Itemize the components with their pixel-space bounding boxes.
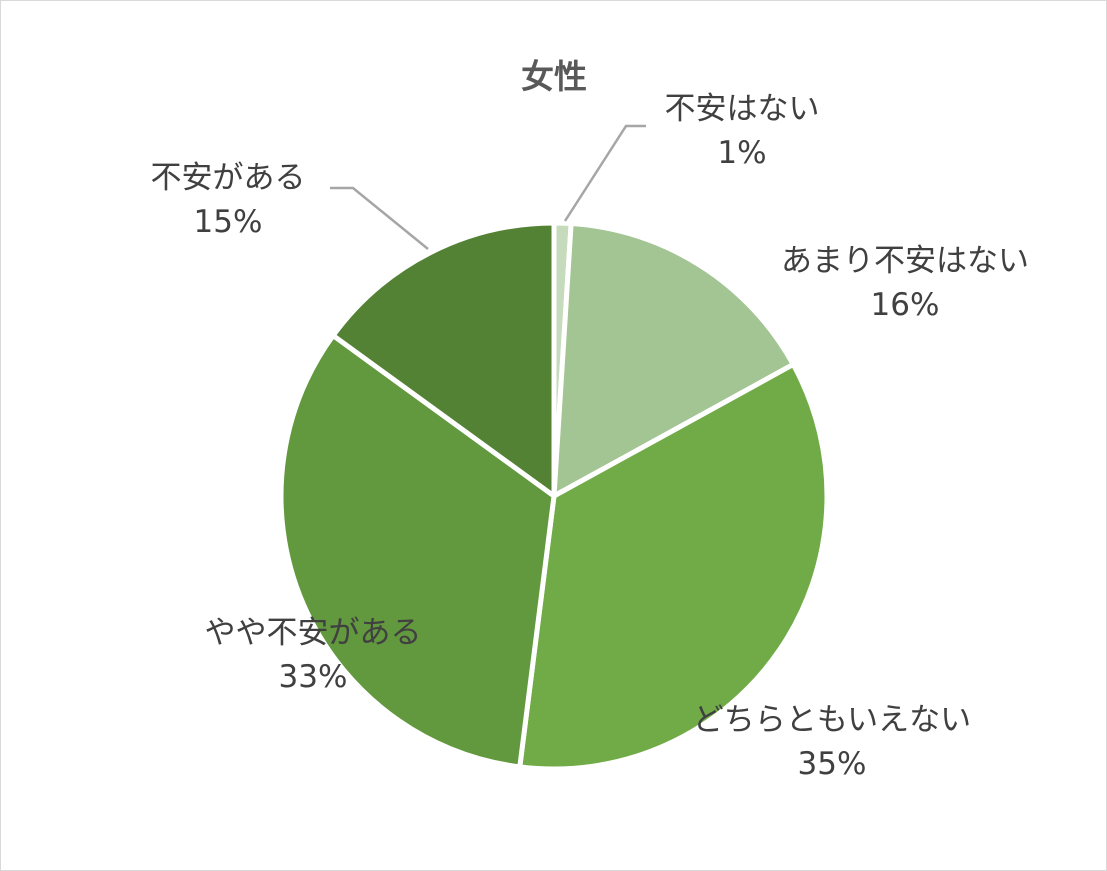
pie-slice [551,221,796,499]
slice-percent-label: 15% [194,204,263,240]
slice-category-label: どちらともいえない [693,702,971,738]
slice-category-label: あまり不安はない [781,243,1029,279]
slice-percent-label: 1% [717,135,766,171]
slice-data-label: どちらともいえない 35% [693,702,971,782]
slice-data-label: 不安がある 15% [151,160,306,240]
pie-slice [330,220,557,499]
slice-percent-label: 33% [279,659,348,695]
slice-data-label: 不安はない 1% [665,91,820,171]
pie-slices [278,220,830,772]
slice-category-label: やや不安がある [205,615,422,651]
slice-category-label: 不安はない [665,91,820,127]
leader-lines [330,124,646,250]
chart-title: 女性 [521,57,587,96]
slice-percent-label: 35% [798,746,867,782]
slice-data-label: やや不安がある 33% [205,615,422,695]
leader-line [563,124,646,222]
data-labels: 不安はない 1% あまり不安はない 16% どちらともいえない 35% やや不安がある 33%… [151,91,1030,782]
slice-data-label: あまり不安はない 16% [781,243,1029,323]
leader-line [330,186,429,250]
pie-slice [278,333,557,770]
pie-slice [517,361,830,772]
slice-category-label: 不安がある [151,160,306,196]
slice-percent-label: 16% [871,287,940,323]
